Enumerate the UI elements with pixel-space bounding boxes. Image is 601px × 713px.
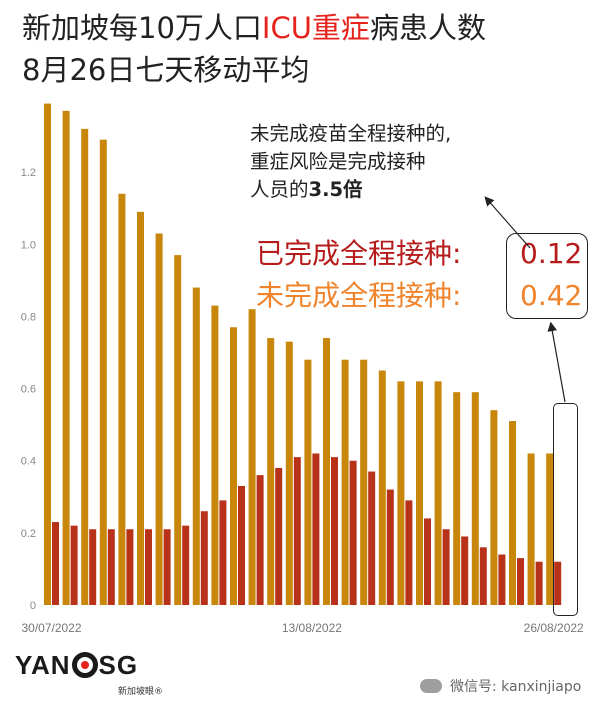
bar-vaccinated — [498, 554, 506, 605]
bar-unvaccinated — [304, 359, 312, 605]
y-tick-label: 1.2 — [21, 167, 36, 179]
y-tick-label: 0.2 — [21, 528, 36, 540]
y-tick-label: 0.4 — [21, 456, 36, 468]
bar-unvaccinated — [434, 381, 442, 605]
bar-vaccinated — [182, 525, 190, 605]
latest-bar-highlight-box — [553, 403, 578, 616]
bar-vaccinated — [107, 529, 115, 605]
risk-note: 未完成疫苗全程接种的, 重症风险是完成接种 人员的3.5倍 — [250, 120, 451, 204]
bar-unvaccinated — [192, 287, 200, 605]
bar-vaccinated — [386, 489, 394, 605]
bar-vaccinated — [405, 500, 413, 605]
logo-text-left: YAN — [15, 650, 71, 680]
bar-vaccinated — [424, 518, 431, 605]
bar-unvaccinated — [62, 110, 70, 606]
bar-chart: 0 0.2 0.4 0.6 0.8 1.0 1.2 30/07/2022 13/08/2022 2… — [21, 103, 584, 635]
bar-vaccinated — [517, 558, 524, 605]
chart-title-line1: 新加坡每10万人口ICU重症病患人数 — [22, 10, 486, 46]
bar-unvaccinated — [81, 128, 89, 605]
bar-unvaccinated — [267, 338, 275, 605]
bar-vaccinated — [331, 457, 338, 605]
bar-vaccinated — [554, 561, 562, 605]
x-tick-label: 30/07/2022 — [21, 621, 81, 635]
y-tick-label: 0.6 — [21, 384, 36, 396]
bar-unvaccinated — [546, 453, 554, 605]
bar-unvaccinated — [416, 381, 423, 605]
yansg-logo: YAN SG — [15, 650, 138, 681]
wechat-id: 微信号: kanxinjiapo — [420, 676, 581, 696]
bar-vaccinated — [442, 529, 450, 605]
bar-unvaccinated — [211, 305, 219, 605]
logo-eye-icon — [71, 652, 98, 678]
bar-unvaccinated — [341, 359, 349, 605]
bar-unvaccinated — [99, 139, 107, 605]
y-tick-label: 0.8 — [21, 311, 36, 323]
bar-vaccinated — [126, 529, 134, 605]
bar-unvaccinated — [378, 370, 386, 605]
bar-unvaccinated — [285, 341, 293, 605]
bar-vaccinated — [461, 536, 469, 605]
bar-unvaccinated — [509, 421, 516, 605]
wechat-label: 微信号: kanxinjiapo — [450, 679, 582, 695]
title-part2: 病患人数 — [369, 11, 486, 45]
bar-unvaccinated — [174, 255, 182, 605]
logo-subtitle: 新加坡眼® — [118, 687, 164, 697]
bar-vaccinated — [89, 529, 97, 605]
note-line1: 未完成疫苗全程接种的, — [250, 122, 452, 145]
bar-unvaccinated — [118, 193, 126, 605]
x-tick-label: 26/08/2022 — [524, 621, 584, 635]
bar-vaccinated — [368, 471, 376, 605]
bar-vaccinated — [535, 561, 543, 605]
y-tick-label: 1.0 — [21, 239, 36, 251]
stat-unvaccinated: 未完成全程接种: 0.42 — [256, 278, 582, 314]
bar-unvaccinated — [453, 392, 461, 605]
bar-unvaccinated — [323, 338, 330, 605]
stat-unvaccinated-label: 未完成全程接种: — [256, 279, 462, 312]
bar-vaccinated — [219, 500, 227, 605]
bar-vaccinated — [145, 529, 152, 605]
bar-vaccinated — [200, 511, 208, 605]
chart-title-line2: 8月26日七天移动平均 — [22, 53, 310, 87]
bar-unvaccinated — [230, 327, 237, 605]
bar-unvaccinated — [397, 381, 405, 605]
bar-unvaccinated — [360, 359, 368, 605]
bar-vaccinated — [293, 457, 301, 605]
bar-vaccinated — [479, 547, 487, 605]
note-line2: 重症风险是完成接种 — [250, 150, 426, 173]
bar-vaccinated — [256, 475, 264, 605]
x-tick-label: 13/08/2022 — [282, 621, 342, 635]
stat-vaccinated: 已完成全程接种: 0.12 — [256, 236, 582, 272]
wechat-icon — [420, 679, 442, 693]
bar-unvaccinated — [471, 392, 479, 605]
bar-unvaccinated — [248, 309, 256, 605]
bar-unvaccinated — [490, 410, 498, 605]
bar-vaccinated — [275, 467, 283, 605]
note-line3: 人员的3.5倍 — [250, 176, 451, 204]
bar-vaccinated — [70, 525, 78, 605]
stat-vaccinated-label: 已完成全程接种: — [256, 237, 462, 270]
bar-vaccinated — [52, 522, 59, 605]
value-callout-box — [506, 233, 588, 319]
bar-vaccinated — [163, 529, 171, 605]
bar-unvaccinated — [527, 453, 535, 605]
note-line3-prefix: 人员的 — [250, 178, 309, 201]
bar-unvaccinated — [44, 103, 51, 605]
title-part1: 新加坡每10万人口 — [22, 11, 262, 45]
logo-text-right: SG — [98, 650, 139, 680]
bar-unvaccinated — [155, 233, 163, 605]
title-highlight: ICU重症 — [261, 11, 370, 45]
bar-unvaccinated — [137, 211, 144, 606]
y-tick-label: 0 — [30, 600, 36, 612]
note-risk-multiplier: 3.5倍 — [308, 178, 363, 201]
bar-vaccinated — [349, 460, 357, 605]
bar-vaccinated — [238, 485, 245, 605]
bar-vaccinated — [312, 453, 320, 605]
stat-unvaccinated-value: 0.42 — [520, 279, 583, 312]
